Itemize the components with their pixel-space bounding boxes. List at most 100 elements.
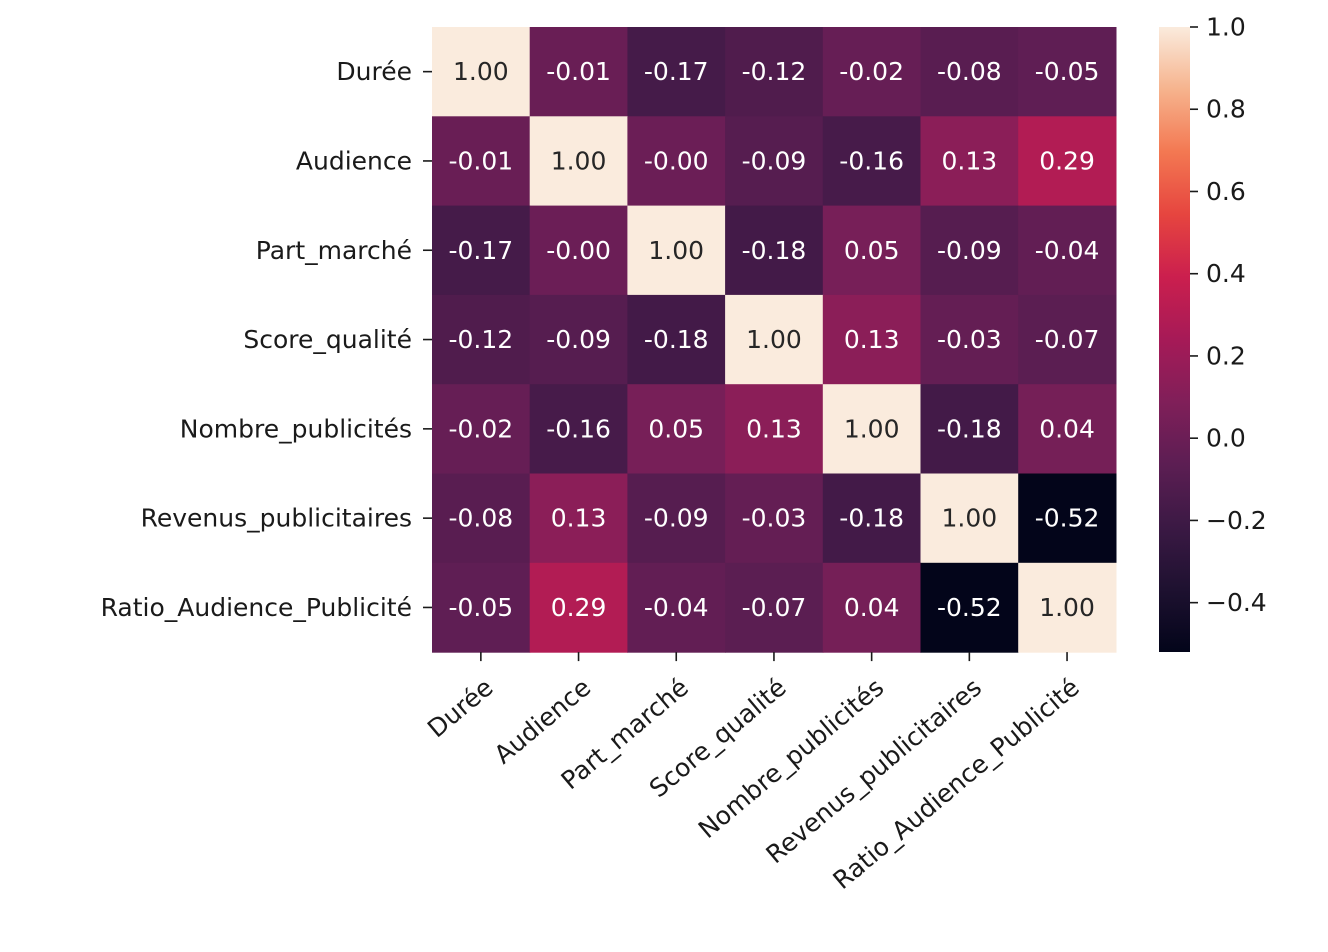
heatmap-cell-5-4	[822, 473, 922, 564]
colorbar-tick-label: 0.6	[1206, 177, 1246, 206]
y-tick-label: Audience	[296, 146, 412, 175]
heatmap-cell-3-3	[725, 294, 824, 385]
heatmap-cell-labels: 1.00 -0.01 -0.17 -0.12 -0.02 -0.08 -0.05 -0.01 1…	[449, 57, 1100, 622]
colorbar-tick-label: 0.4	[1206, 259, 1246, 288]
cell-value-label: -0.04	[1035, 236, 1100, 265]
colorbar-tick-label: 0.2	[1206, 341, 1246, 370]
heatmap-cell-2-5	[920, 205, 1019, 296]
y-tick-label: Revenus_publicitaires	[141, 504, 412, 533]
y-tick-label: Durée	[336, 57, 412, 86]
heatmap-cell-2-3	[725, 205, 824, 296]
cell-value-label: 0.13	[942, 146, 998, 175]
cell-value-label: -0.00	[546, 236, 611, 265]
cell-value-label: -0.07	[742, 593, 807, 622]
heatmap-cell-0-1	[529, 27, 628, 117]
cell-value-label: -0.17	[644, 57, 709, 86]
cell-value-label: 1.00	[746, 325, 802, 354]
colorbar-tick-label: 0.8	[1206, 95, 1246, 124]
heatmap-cell-1-3	[725, 116, 824, 207]
cell-value-label: 0.29	[1039, 146, 1095, 175]
heatmap-cell-1-1	[529, 116, 628, 207]
cell-value-label: -0.09	[937, 236, 1002, 265]
heatmap-cell-6-2	[627, 562, 726, 653]
heatmap-cell-5-5	[920, 473, 1019, 564]
heatmap-cell-4-6	[1018, 384, 1117, 475]
y-tick-label: Nombre_publicités	[180, 414, 412, 443]
colorbar-tick-label: −0.2	[1206, 506, 1267, 535]
cell-value-label: -0.09	[644, 504, 709, 533]
cell-value-label: -0.18	[839, 504, 904, 533]
colorbar-ticks: 1.0 0.8 0.6 0.4 0.2 0.0 −0.2 −0.4	[1190, 13, 1267, 617]
cell-value-label: 1.00	[844, 414, 900, 443]
cell-value-label: -0.05	[1035, 57, 1100, 86]
cell-value-label: -0.17	[449, 236, 514, 265]
cell-value-label: -0.52	[1035, 504, 1100, 533]
heatmap-cell-0-2	[627, 27, 726, 117]
cell-value-label: 0.13	[746, 414, 802, 443]
heatmap-cell-3-6	[1018, 294, 1117, 385]
cell-value-label: -0.04	[644, 593, 709, 622]
y-tick-label: Part_marché	[256, 236, 412, 265]
heatmap-cell-5-3	[725, 473, 824, 564]
heatmap-cell-3-0	[432, 294, 531, 385]
cell-value-label: 0.04	[844, 593, 900, 622]
heatmap-cell-2-2	[627, 205, 726, 296]
heatmap-cell-5-1	[529, 473, 628, 564]
cell-value-label: 0.13	[844, 325, 900, 354]
heatmap-cell-4-0	[432, 384, 531, 475]
heatmap-cell-6-1	[529, 562, 628, 653]
x-axis: DuréeAudiencePart_marchéScore_qualitéNom…	[422, 652, 1085, 895]
colorbar-tick-label: 0.0	[1206, 424, 1246, 453]
cell-value-label: 0.13	[551, 504, 607, 533]
cell-value-label: -0.01	[449, 146, 514, 175]
cell-value-label: -0.09	[546, 325, 611, 354]
heatmap-cell-1-2	[627, 116, 726, 207]
heatmap-cell-0-3	[725, 27, 824, 117]
heatmap-cell-3-1	[529, 294, 628, 385]
cell-value-label: -0.12	[449, 325, 514, 354]
cell-value-label: -0.05	[449, 593, 514, 622]
heatmap-cell-1-6	[1018, 116, 1117, 207]
heatmap-cell-0-0	[432, 27, 531, 117]
cell-value-label: -0.08	[937, 57, 1002, 86]
cell-value-label: -0.02	[839, 57, 904, 86]
cell-value-label: -0.07	[1035, 325, 1100, 354]
colorbar: 1.0 0.8 0.6 0.4 0.2 0.0 −0.2 −0.4	[1159, 13, 1267, 652]
heatmap-cell-4-1	[529, 384, 628, 475]
heatmap-cell-1-5	[920, 116, 1019, 207]
cell-value-label: 0.05	[648, 414, 704, 443]
cell-value-label: -0.16	[546, 414, 611, 443]
cell-value-label: 0.05	[844, 236, 900, 265]
heatmap-cell-3-2	[627, 294, 726, 385]
heatmap-cell-2-1	[529, 205, 628, 296]
cell-value-label: -0.09	[742, 146, 807, 175]
cell-value-label: -0.03	[742, 504, 807, 533]
heatmap-cell-2-4	[822, 205, 922, 296]
heatmap-cell-1-4	[822, 116, 922, 207]
cell-value-label: -0.18	[742, 236, 807, 265]
heatmap-cell-4-5	[920, 384, 1019, 475]
cell-value-label: -0.16	[839, 146, 904, 175]
heatmap-cell-1-0	[432, 116, 531, 207]
cell-value-label: -0.08	[449, 504, 514, 533]
cell-value-label: 1.00	[453, 57, 509, 86]
heatmap-cell-6-4	[822, 562, 922, 653]
heatmap-cell-2-0	[432, 205, 531, 296]
colorbar-tick-label: −0.4	[1206, 588, 1267, 617]
heatmap-cell-0-5	[920, 27, 1019, 117]
x-tick-label: Nombre_publicités	[693, 673, 890, 844]
heatmap-cell-3-5	[920, 294, 1019, 385]
heatmap-cell-4-3	[725, 384, 824, 475]
x-tick-label: Durée	[422, 673, 499, 744]
cell-value-label: -0.18	[937, 414, 1002, 443]
cell-value-label: -0.52	[937, 593, 1002, 622]
cell-value-label: -0.01	[546, 57, 611, 86]
cell-value-label: 1.00	[1039, 593, 1095, 622]
y-tick-label: Score_qualité	[243, 325, 412, 354]
heatmap-cells	[432, 27, 1117, 653]
heatmap-cell-0-6	[1018, 27, 1117, 117]
heatmap-cell-4-2	[627, 384, 726, 475]
heatmap-cell-5-0	[432, 473, 531, 564]
cell-value-label: -0.03	[937, 325, 1002, 354]
